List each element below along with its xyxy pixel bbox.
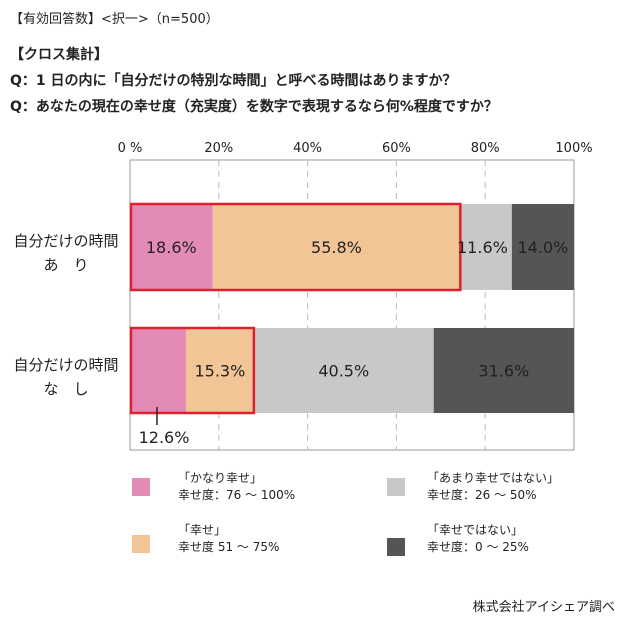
stacked-bar-chart: 0 % 20% 40% 60% 80% 100% 18.6% 55.8% 11.6% 14.0% 自… bbox=[13, 141, 593, 451]
data-label: 14.0% bbox=[518, 238, 569, 257]
data-label: 12.6% bbox=[139, 428, 190, 447]
bar-segment bbox=[130, 204, 213, 290]
category-label: 自分だけの時間 bbox=[13, 232, 118, 250]
x-tick-label: 80% bbox=[471, 141, 500, 156]
x-tick-label: 40% bbox=[293, 141, 322, 156]
legend-sublabel: 幸せ度 51 〜 75% bbox=[178, 540, 280, 554]
category-label: 自分だけの時間 bbox=[13, 356, 118, 374]
data-label: 40.5% bbox=[318, 362, 369, 381]
highlight-box bbox=[129, 326, 256, 415]
data-label: 18.6% bbox=[146, 238, 197, 257]
bar-segment bbox=[253, 328, 434, 413]
bar-segment bbox=[212, 204, 461, 290]
legend-entry-very-happy: 「かなり幸せ」 幸せ度：76 〜 100% bbox=[178, 470, 295, 504]
legend-label: 「幸せ」 bbox=[178, 523, 227, 537]
legend-entry-not-very-happy: 「あまり幸せではない」 幸せ度：26 〜 50% bbox=[427, 470, 559, 504]
sample-note: 【有効回答数】<択一>（n=500） bbox=[10, 12, 219, 27]
source-credit: 株式会社アイシェア調べ bbox=[472, 600, 615, 615]
highlight-box bbox=[129, 202, 462, 292]
legend-sublabel: 幸せ度：26 〜 50% bbox=[427, 488, 537, 502]
legend-label: 「幸せではない」 bbox=[427, 523, 524, 537]
legend-label: 「あまり幸せではない」 bbox=[427, 471, 560, 485]
x-tick-label: 60% bbox=[382, 141, 411, 156]
x-tick-label: 0 % bbox=[118, 141, 143, 156]
legend-swatch-not-very-happy bbox=[387, 478, 405, 496]
question-2: Q：あなたの現在の幸せ度（充実度）を数字で表現するなら何%程度ですか？ bbox=[10, 99, 498, 115]
question-1: Q：1 日の内に「自分だけの特別な時間」と呼べる時間はありますか？ bbox=[10, 73, 457, 89]
data-label: 11.6% bbox=[457, 238, 508, 257]
legend-swatch-not-happy bbox=[387, 538, 405, 556]
category-sublabel: あ り bbox=[43, 256, 88, 274]
legend-sublabel: 幸せ度：76 〜 100% bbox=[178, 488, 296, 502]
x-tick-label: 100% bbox=[555, 141, 592, 156]
x-tick-label: 20% bbox=[204, 141, 233, 156]
legend-swatch-happy bbox=[132, 535, 150, 553]
bar-segment bbox=[460, 204, 512, 290]
bar-segment bbox=[185, 328, 254, 413]
legend-label: 「かなり幸せ」 bbox=[178, 471, 263, 485]
data-label: 31.6% bbox=[478, 362, 529, 381]
bar-segment bbox=[511, 204, 574, 290]
legend-sublabel: 幸せ度：0 〜 25% bbox=[427, 540, 529, 554]
section-title: 【クロス集計】 bbox=[10, 47, 108, 63]
bar-segment bbox=[130, 328, 186, 413]
plot-frame bbox=[129, 159, 575, 451]
data-label: 55.8% bbox=[311, 238, 362, 257]
legend-entry-happy: 「幸せ」 幸せ度 51 〜 75% bbox=[178, 522, 279, 556]
category-sublabel: な し bbox=[43, 380, 88, 398]
bar-segment bbox=[433, 328, 574, 413]
legend-entry-not-happy: 「幸せではない」 幸せ度：0 〜 25% bbox=[427, 522, 529, 556]
data-label: 15.3% bbox=[194, 362, 245, 381]
legend-swatch-very-happy bbox=[132, 478, 150, 496]
